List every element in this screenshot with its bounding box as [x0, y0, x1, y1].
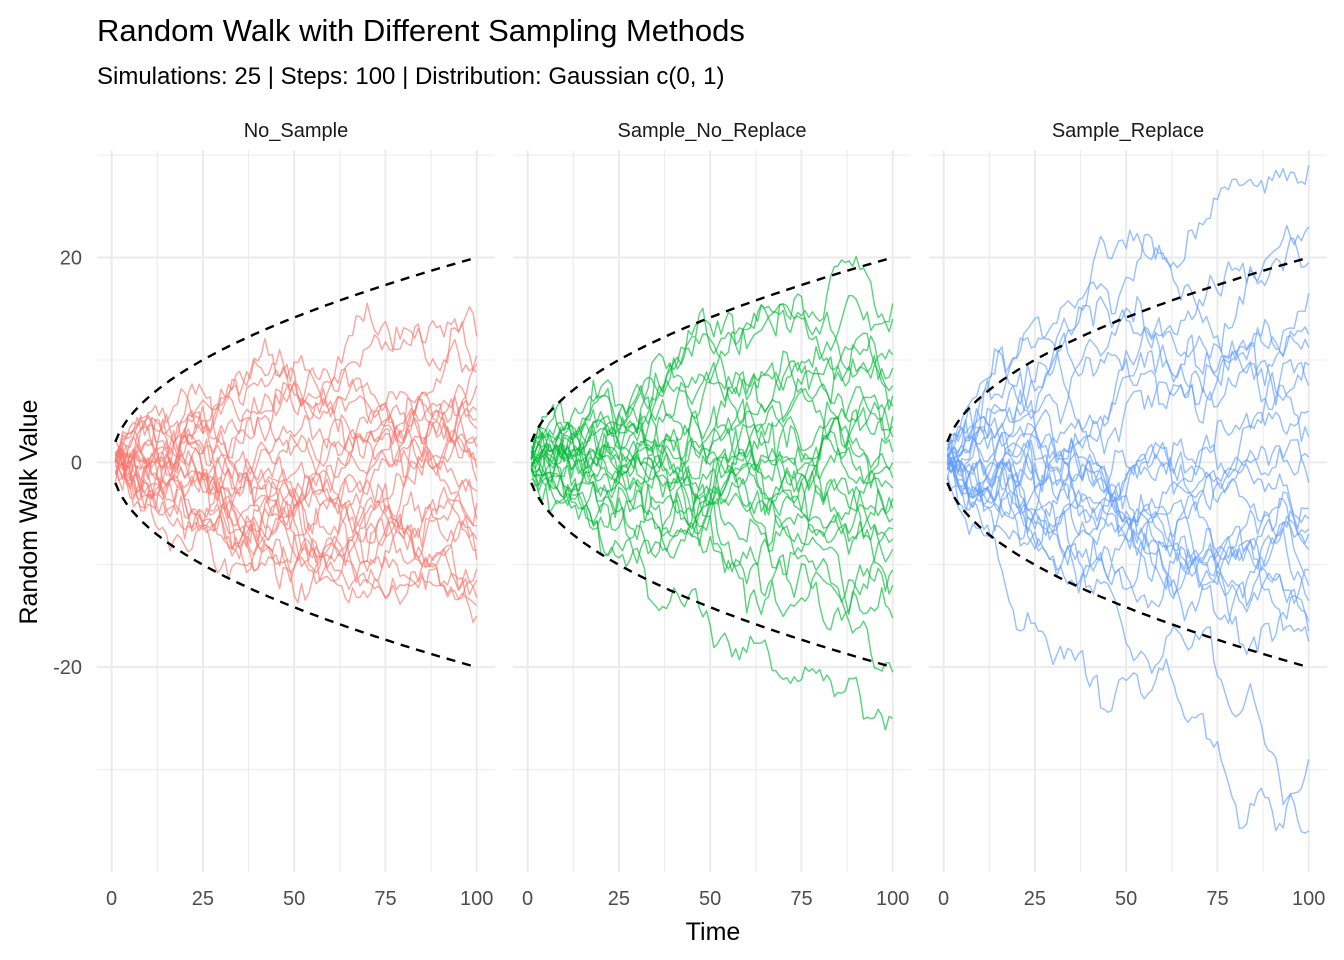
chart-title: Random Walk with Different Sampling Meth…	[97, 13, 745, 48]
x-tick-label: 75	[1206, 888, 1228, 910]
walk-series	[946, 165, 1310, 834]
walk-line	[946, 457, 1310, 806]
lower-bound-line	[946, 482, 1310, 669]
walk-line	[530, 354, 894, 473]
walk-line	[530, 410, 894, 535]
upper-bound-line	[530, 256, 894, 443]
facet-strip-label: Sample_Replace	[1052, 120, 1204, 142]
walk-line	[530, 303, 894, 483]
walk-line	[530, 466, 894, 564]
x-axis-title: Time	[686, 918, 741, 946]
walk-line	[115, 448, 478, 560]
walk-line	[530, 387, 894, 530]
upper-bound-line	[946, 256, 1310, 443]
walk-line	[946, 409, 1310, 510]
walk-line	[531, 461, 894, 731]
walk-line	[946, 351, 1310, 450]
walk-line	[114, 454, 478, 560]
walk-line	[114, 429, 478, 568]
x-tick-label: 25	[1024, 888, 1046, 910]
walk-line	[946, 426, 1310, 622]
walk-line	[530, 361, 894, 482]
x-tick-label: 100	[460, 888, 493, 910]
facet-panel-sample-replace: Sample_Replace 0 25 50 75 100	[929, 120, 1327, 910]
walk-line	[530, 454, 893, 603]
walk-line	[530, 255, 894, 472]
walk-line	[946, 439, 1310, 591]
walk-line	[947, 361, 1310, 556]
walk-line	[530, 400, 894, 619]
x-tick-label: 0	[522, 888, 533, 910]
walk-line	[114, 425, 478, 499]
x-tick-label: 100	[876, 888, 909, 910]
walk-line	[114, 451, 478, 607]
walk-line	[114, 416, 478, 624]
x-tick-label: 0	[938, 888, 949, 910]
x-tick-label: 100	[1292, 888, 1325, 910]
facet-panel-no-sample: No_Sample 0 25 50 75 100	[97, 120, 495, 910]
walk-line	[114, 413, 478, 559]
x-tick-label: 25	[608, 888, 630, 910]
walk-line	[946, 458, 1310, 642]
x-tick-label: 0	[106, 888, 117, 910]
walk-series	[530, 255, 894, 731]
walk-line	[114, 433, 478, 605]
walk-line	[531, 352, 894, 543]
walk-line	[947, 165, 1310, 460]
y-tick-label: -20	[53, 657, 82, 679]
walk-line	[530, 398, 894, 595]
walk-line	[530, 448, 894, 547]
walk-line	[946, 317, 1310, 547]
x-tick-label: 75	[374, 888, 396, 910]
walk-line	[114, 456, 478, 599]
walk-line	[946, 461, 1310, 594]
walk-line	[530, 294, 894, 498]
walk-line	[114, 456, 477, 604]
walk-line	[946, 293, 1310, 478]
walk-line	[530, 417, 894, 552]
x-tick-label: 50	[699, 888, 721, 910]
upper-bound-line	[114, 256, 478, 443]
facet-panels: No_Sample 0 25 50 75 100 Sample_No_Replace 0 25 5…	[97, 120, 1327, 910]
facet-panel-sample-no-replace: Sample_No_Replace 0 25 50 75 100	[513, 120, 911, 910]
walk-line	[114, 388, 478, 468]
walk-line	[530, 459, 894, 673]
grid	[513, 150, 911, 872]
walk-line	[530, 426, 894, 597]
y-tick-label: 0	[71, 452, 82, 474]
walk-line	[946, 405, 1310, 601]
y-tick-label: 20	[60, 248, 82, 270]
walk-line	[530, 396, 894, 631]
lower-bound-line	[530, 482, 894, 669]
lower-bound-line	[114, 482, 478, 669]
walk-line	[114, 368, 477, 482]
x-tick-label: 50	[283, 888, 305, 910]
walk-line	[946, 474, 1310, 834]
walk-line	[114, 436, 478, 596]
x-tick-label: 75	[790, 888, 812, 910]
y-axis-title: Random Walk Value	[15, 399, 43, 624]
facet-strip-label: No_Sample	[244, 120, 349, 142]
walk-line	[946, 441, 1309, 566]
x-tick-label: 50	[1115, 888, 1137, 910]
y-axis: -20 0 20	[53, 248, 82, 680]
walk-line	[946, 296, 1310, 457]
walk-series	[114, 302, 478, 624]
facet-strip-label: Sample_No_Replace	[617, 120, 806, 142]
x-tick-label: 25	[192, 888, 214, 910]
chart-subtitle: Simulations: 25 | Steps: 100 | Distribut…	[97, 63, 724, 90]
